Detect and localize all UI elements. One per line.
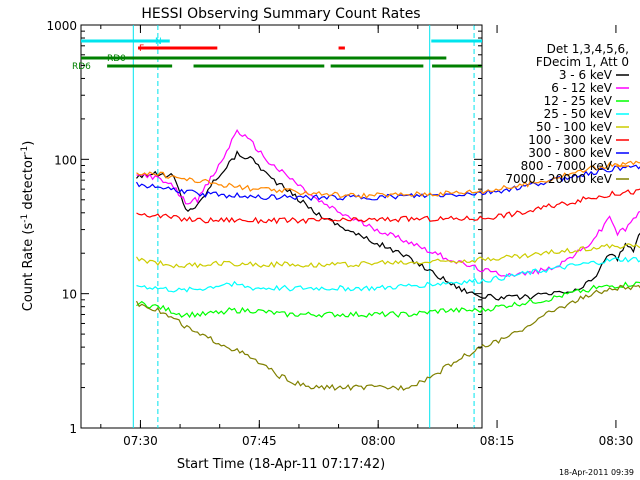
x-tick-label-1: 07:45	[242, 434, 277, 448]
legend-label-8: 7000 - 20000 keV	[505, 172, 612, 186]
y-axis-label: Count Rate (s-1 detector-1)	[20, 141, 36, 312]
x-tick-label-0: 07:30	[123, 434, 158, 448]
series-line-25-50-kev	[136, 256, 640, 293]
legend-label-4: 50 - 100 keV	[536, 120, 613, 134]
legend-label-6: 300 - 800 keV	[528, 146, 612, 160]
plot-area	[80, 24, 483, 429]
series-line-7000-20000-kev	[135, 284, 640, 391]
legend-label-0: 3 - 6 keV	[559, 68, 613, 82]
y-axis-label-main: Count Rate (s	[21, 223, 36, 312]
status-label-rd0: RD0	[107, 54, 126, 64]
x-tick-label-4: 08:30	[599, 434, 634, 448]
legend-label-2: 12 - 25 keV	[544, 94, 613, 108]
y-axis-label-mid: detector	[21, 154, 36, 214]
reference-lines	[132, 25, 475, 428]
legend-header-1: Det 1,3,4,5,6,	[547, 42, 629, 56]
footer-timestamp: 18-Apr-2011 09:39	[559, 468, 634, 477]
legend-label-7: 800 - 7000 keV	[521, 159, 613, 173]
y-axis-label-end: )	[21, 141, 36, 146]
plot-frame	[80, 24, 483, 429]
series-line-12-25-kev	[136, 281, 640, 319]
series-line-800-7000-kev	[136, 160, 640, 199]
status-label-rd6: RD6	[72, 62, 91, 72]
x-axis-label: Start Time (18-Apr-11 07:17:42)	[177, 457, 385, 472]
x-tick-label-3: 08:15	[480, 434, 515, 448]
legend-label-5: 100 - 300 keV	[528, 133, 612, 147]
series-line-6-12-kev	[136, 129, 640, 278]
series-line-50-100-kev	[136, 243, 640, 269]
legend-label-1: 6 - 12 keV	[551, 81, 613, 95]
chart-title: HESSI Observing Summary Count Rates	[141, 6, 420, 22]
legend-header-2: FDecim 1, Att 0	[536, 55, 629, 69]
status-label-n: N	[155, 37, 162, 47]
y-tick-label-0: 1	[69, 422, 77, 436]
series-layer	[135, 129, 640, 391]
status-label-f: F	[139, 44, 144, 54]
y-axis-label-sup2: -1	[20, 146, 30, 155]
status-bars: N F RD0 RD6	[72, 37, 482, 72]
y-tick-label-2: 100	[54, 153, 77, 167]
series-line-100-300-kev	[136, 188, 640, 225]
y-tick-label-3: 1000	[46, 19, 77, 33]
y-axis-label-sup1: -1	[20, 214, 30, 223]
legend-label-3: 25 - 50 keV	[544, 107, 613, 121]
x-tick-label-2: 08:00	[361, 434, 396, 448]
series-line-3-6-kev	[136, 150, 640, 301]
series-line-300-800-kev	[135, 164, 640, 201]
y-tick-label-1: 10	[62, 288, 77, 302]
legend: Det 1,3,4,5,6, FDecim 1, Att 0 3 - 6 keV…	[505, 42, 629, 186]
